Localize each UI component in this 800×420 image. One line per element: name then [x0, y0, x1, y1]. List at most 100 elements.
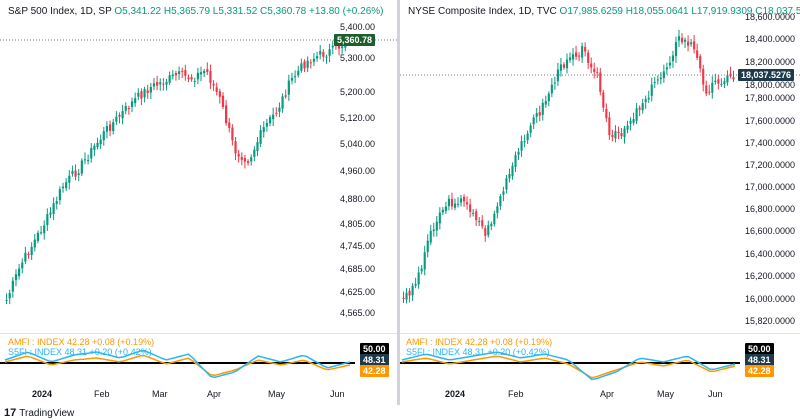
s5fi-indicator-label[interactable]: S5FI : INDEX 48.31 +0.20 (+0.42%) [8, 347, 152, 357]
candle-body [680, 37, 684, 43]
price-tick: 4,745.00 [340, 241, 376, 251]
candle-body [559, 64, 562, 71]
time-tick: Apr [600, 389, 615, 399]
candle-body [668, 62, 671, 66]
candle-body [68, 175, 71, 183]
candle-body [146, 90, 149, 93]
candle-body [262, 127, 265, 133]
chart-panel-sp500[interactable]: S&P 500 Index, 1D, SP O5,341.22 H5,365.7… [0, 0, 397, 405]
candle-body [529, 125, 532, 133]
ohlc-values: O17,985.6259 H18,055.0641 L17,919.9309 C… [559, 6, 800, 17]
price-tick: 5,120.00 [340, 113, 376, 123]
price-tick: 16,600.0000 [745, 226, 796, 236]
candle-body [246, 161, 250, 164]
candle-body [553, 82, 556, 84]
candle-body [538, 112, 541, 116]
time-tick: Feb [94, 389, 110, 399]
candle-body [641, 103, 644, 111]
candle-body [112, 122, 115, 132]
sp500-candlestick-chart[interactable] [0, 0, 397, 405]
candle-body [447, 198, 450, 207]
candle-body [39, 232, 43, 234]
candle-body [8, 292, 11, 299]
candle-body [184, 70, 187, 76]
candle-body [284, 95, 287, 97]
candle-body [605, 108, 608, 119]
candle-body [575, 52, 578, 57]
candle-body [511, 165, 514, 176]
symbol-title[interactable]: S&P 500 Index, 1D, SP [8, 6, 112, 17]
s5fi-line [401, 351, 736, 381]
last-price-badge: 18,037.5276 [738, 69, 795, 81]
candle-body [74, 170, 77, 177]
nyse-candlestick-chart[interactable] [400, 0, 800, 405]
candle-body [18, 268, 21, 277]
candle-body [717, 79, 720, 84]
price-tick: 16,000.0000 [745, 294, 796, 304]
price-tick: 4,685.00 [340, 264, 376, 274]
candle-body [212, 83, 215, 86]
candle-body [199, 72, 203, 75]
candle-body [562, 64, 566, 68]
candle-body [108, 124, 112, 131]
candle-body [541, 102, 544, 115]
candle-body [408, 290, 411, 296]
candle-body [487, 225, 490, 236]
candle-body [134, 98, 137, 104]
candle-body [225, 105, 228, 124]
candle-body [11, 280, 14, 292]
candle-body [593, 68, 596, 72]
candle-body [729, 73, 732, 77]
amfi-value-badge: 42.28 [360, 365, 389, 377]
candle-body [644, 99, 647, 103]
candle-body [27, 253, 30, 256]
candle-body [118, 114, 121, 117]
candle-body [578, 55, 581, 57]
candle-body [203, 70, 206, 74]
symbol-title[interactable]: NYSE Composite Index, 1D, TVC [408, 6, 557, 17]
candle-body [450, 198, 454, 207]
candle-body [309, 62, 312, 64]
candle-body [626, 125, 629, 130]
candle-body [96, 142, 99, 147]
amfi-indicator-label[interactable]: AMFI : INDEX 42.28 +0.08 (+0.19%) [8, 337, 155, 347]
candle-body [702, 68, 705, 85]
candle-body [635, 108, 638, 121]
candle-body [568, 57, 572, 61]
candle-body [614, 131, 617, 139]
candle-body [300, 63, 303, 71]
price-tick: 4,805.00 [340, 219, 376, 229]
price-tick: 4,880.00 [340, 194, 376, 204]
candle-body [77, 173, 80, 175]
panel-divider[interactable] [397, 0, 400, 405]
candle-body [472, 212, 475, 214]
footer-branding[interactable]: 17 TradingView [4, 407, 74, 419]
last-price-badge: 5,360.78 [334, 34, 376, 46]
time-tick: Mar [152, 389, 168, 399]
candle-body [481, 220, 484, 227]
amfi-indicator-label[interactable]: AMFI : INDEX 42.28 +0.08 (+0.19%) [406, 337, 553, 347]
candle-body [571, 54, 575, 60]
level-50-badge: 50.00 [360, 343, 389, 355]
candle-body [278, 107, 281, 112]
pane-separator[interactable] [400, 333, 800, 334]
candle-body [405, 292, 408, 300]
pane-separator[interactable] [0, 333, 397, 334]
candle-body [475, 211, 478, 221]
chart-panel-nyse[interactable]: NYSE Composite Index, 1D, TVC O17,985.62… [400, 0, 800, 405]
amfi-value-badge: 42.28 [745, 365, 774, 377]
candle-body [478, 221, 481, 223]
time-tick: Jun [708, 389, 723, 399]
time-tick: Apr [207, 389, 222, 399]
price-tick: 4,960.00 [340, 166, 376, 176]
candle-body [602, 92, 605, 108]
candle-body [517, 151, 520, 155]
ohlc-values: O5,341.22 H5,365.79 L5,331.52 C5,360.78 … [114, 6, 384, 17]
candle-body [259, 130, 262, 144]
candle-body [322, 52, 325, 57]
candle-body [514, 155, 517, 167]
s5fi-indicator-label[interactable]: S5FI : INDEX 48.31 +0.20 (+0.42%) [406, 347, 550, 357]
candle-body [93, 145, 96, 150]
candle-body [523, 141, 526, 143]
candle-body [24, 252, 27, 262]
